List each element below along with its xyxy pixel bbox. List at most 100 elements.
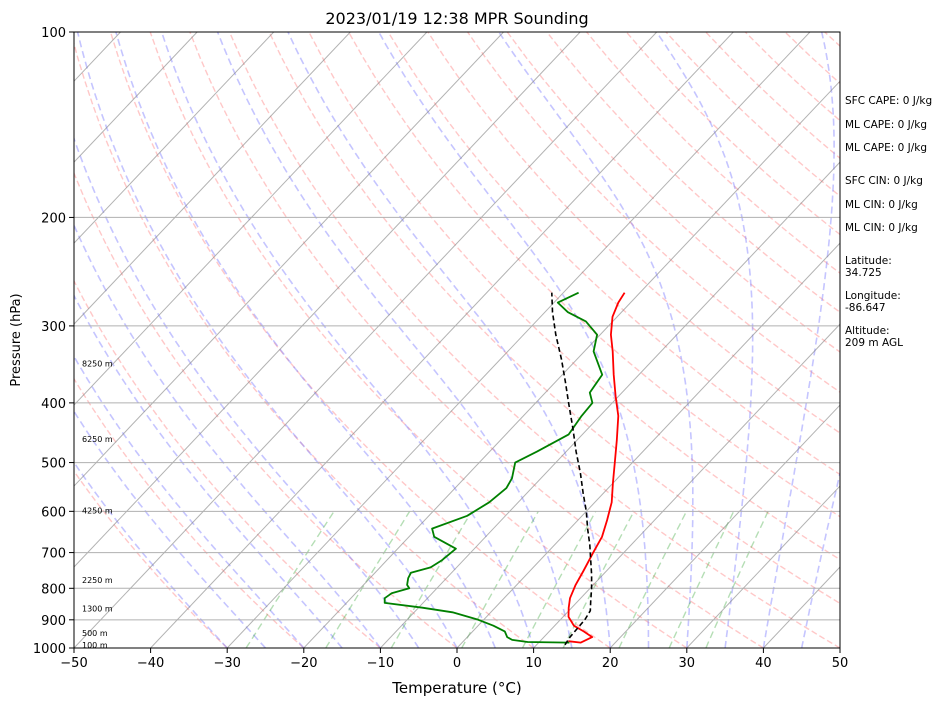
isobars: [74, 32, 840, 648]
x-tick-label: 10: [525, 656, 542, 671]
moist-adiabat: [74, 136, 420, 648]
ml-cin-text-1: ML CIN: 0 J/kg: [845, 199, 918, 211]
x-tick-label: 20: [602, 656, 619, 671]
altitude-value: 209 m AGL: [845, 337, 903, 349]
x-axis-label: Temperature (°C): [391, 679, 521, 697]
longitude-label: Longitude:: [845, 290, 901, 302]
longitude-value: -86.647: [845, 302, 886, 314]
moist-adiabat: [76, 32, 458, 648]
ml-cin-text-2: ML CIN: 0 J/kg: [845, 222, 918, 234]
dry-adiabat: [149, 32, 688, 648]
height-label: 1300 m: [82, 604, 113, 613]
sfc-cin-text: SFC CIN: 0 J/kg: [845, 175, 923, 187]
latitude-label: Latitude:: [845, 255, 892, 267]
dry-adiabat: [546, 32, 840, 314]
sfc-cape-text: SFC CAPE: 0 J/kg: [845, 95, 932, 107]
moist-adiabats: [74, 32, 840, 648]
isotherm: [74, 32, 581, 568]
mixing-ratio-line: [521, 510, 597, 648]
height-label: 100 m: [82, 641, 108, 650]
dewpoint-line: [383, 291, 604, 644]
x-tick-label: −20: [290, 656, 317, 671]
y-tick-label: 600: [41, 505, 66, 520]
mixing-ratio-line: [668, 510, 735, 648]
y-tick-label: 700: [41, 547, 66, 562]
altitude-label: Altitude:: [845, 325, 890, 337]
y-tick-label: 400: [41, 397, 66, 412]
moist-adiabat: [115, 32, 497, 648]
isotherm: [150, 32, 734, 648]
dry-adiabat: [109, 32, 611, 648]
isotherm: [74, 32, 428, 406]
y-axis-ticks: 1000 900 800 700 600 500 400 300 200 100: [33, 26, 74, 657]
ml-cape-text-2: ML CAPE: 0 J/kg: [845, 142, 927, 154]
mixing-ratio-line: [705, 511, 769, 648]
chart-title: 2023/01/19 12:38 MPR Sounding: [325, 9, 588, 28]
height-label: 500 m: [82, 629, 108, 638]
height-label: 2250 m: [82, 576, 113, 585]
isotherm: [74, 32, 504, 487]
profile-lines: [383, 291, 626, 646]
y-tick-label: 200: [41, 211, 66, 226]
dry-adiabat: [308, 32, 840, 561]
y-tick-label: 500: [41, 457, 66, 472]
dry-adiabats: [74, 32, 840, 648]
moist-adiabat: [74, 409, 267, 648]
x-tick-label: −10: [367, 656, 394, 671]
height-label: 4250 m: [82, 506, 113, 515]
height-label: 6250 m: [82, 435, 113, 444]
isotherm: [74, 32, 275, 244]
isotherm: [74, 32, 198, 163]
moist-adiabat: [74, 223, 382, 648]
y-tick-label: 100: [41, 26, 66, 41]
dry-adiabat: [74, 279, 381, 648]
moist-adiabat: [216, 32, 573, 648]
mixing-ratio-line: [245, 510, 335, 648]
plot-area: 100 m 500 m 1300 m 2250 m 4250 m 6250 m 8250 m: [74, 32, 840, 650]
mixing-ratio-line: [461, 510, 539, 648]
side-panel: SFC CAPE: 0 J/kg ML CAPE: 0 J/kg ML CAPE…: [845, 95, 932, 349]
isotherm: [456, 242, 840, 648]
moist-adiabat: [74, 354, 305, 648]
moist-adiabat: [287, 32, 611, 648]
height-label: 8250 m: [82, 359, 113, 368]
moist-adiabat: [762, 32, 835, 648]
isotherm: [226, 32, 811, 648]
isotherm: [380, 161, 840, 648]
x-tick-label: −50: [60, 656, 87, 671]
mixing-ratio-line: [325, 510, 411, 648]
moist-adiabat: [378, 32, 650, 648]
isotherms: [74, 32, 840, 648]
isotherm: [609, 404, 840, 648]
dry-adiabat: [427, 32, 840, 434]
dry-adiabat: [347, 32, 840, 518]
dry-adiabat: [268, 32, 840, 605]
parcel-line: [551, 292, 593, 646]
dry-adiabat: [74, 41, 535, 648]
x-tick-label: −40: [137, 656, 164, 671]
temperature-line: [567, 292, 626, 644]
moist-adiabat: [498, 32, 694, 648]
dry-adiabat: [74, 171, 458, 648]
x-tick-label: 40: [755, 656, 772, 671]
plot-frame: [73, 31, 841, 649]
moist-adiabat: [74, 461, 228, 648]
x-tick-label: 30: [679, 656, 696, 671]
isotherm: [74, 32, 658, 648]
y-tick-label: 300: [41, 320, 66, 335]
ml-cape-text-1: ML CAPE: 0 J/kg: [845, 119, 927, 131]
moist-adiabat: [74, 293, 343, 648]
latitude-value: 34.725: [845, 267, 882, 279]
x-tick-label: 50: [832, 656, 849, 671]
x-tick-label: 0: [453, 656, 461, 671]
dry-adiabat: [74, 377, 305, 648]
isotherm: [686, 485, 840, 648]
y-tick-label: 900: [41, 614, 66, 629]
y-axis-label: Pressure (hPa): [9, 293, 24, 386]
x-axis-ticks: −50 −40 −30 −20 −10 0 10 20 30 40 50: [60, 648, 848, 671]
x-tick-label: −30: [213, 656, 240, 671]
isotherm: [533, 323, 840, 648]
dry-adiabat: [467, 32, 840, 394]
dry-adiabat: [228, 32, 840, 648]
